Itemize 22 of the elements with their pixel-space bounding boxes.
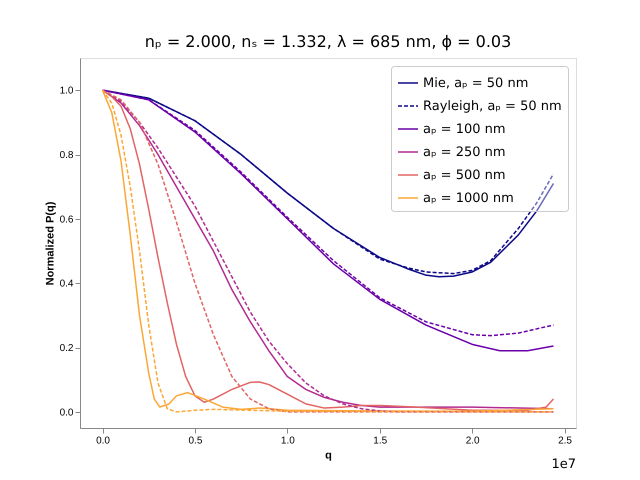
- x-tick-label: 1.0: [280, 436, 296, 446]
- legend-label: Rayleigh, aₚ = 50 nm: [423, 99, 562, 114]
- x-axis-title: q: [325, 450, 332, 462]
- legend-label: aₚ = 1000 nm: [423, 191, 514, 206]
- y-tick-label: 0.0: [60, 407, 74, 418]
- y-tick-label: 0.4: [60, 278, 74, 290]
- x-tick-label: 0.5: [188, 436, 203, 446]
- chart-title: nₚ = 2.000, nₛ = 1.332, λ = 685 nm, ϕ = 0.03: [144, 32, 512, 51]
- x-tick-label: 2.0: [466, 436, 480, 446]
- text: 1e7: [551, 457, 576, 472]
- x-tick-label: 2.5: [558, 436, 572, 446]
- legend-label: aₚ = 500 nm: [423, 168, 506, 183]
- y-tick-label: 0.8: [60, 150, 74, 162]
- x-tick-label: 1.5: [373, 436, 388, 446]
- legend-label: aₚ = 250 nm: [423, 145, 506, 160]
- legend-label: Mie, aₚ = 50 nm: [423, 76, 528, 91]
- legend-label: aₚ = 100 nm: [423, 122, 506, 137]
- y-tick-label: 0.6: [60, 214, 74, 226]
- y-tick-label: 0.2: [60, 343, 74, 354]
- y-axis-title: Normalized P(q): [44, 201, 57, 286]
- x-tick-label: 0.0: [96, 436, 110, 446]
- y-tick-label: 1.0: [60, 86, 74, 97]
